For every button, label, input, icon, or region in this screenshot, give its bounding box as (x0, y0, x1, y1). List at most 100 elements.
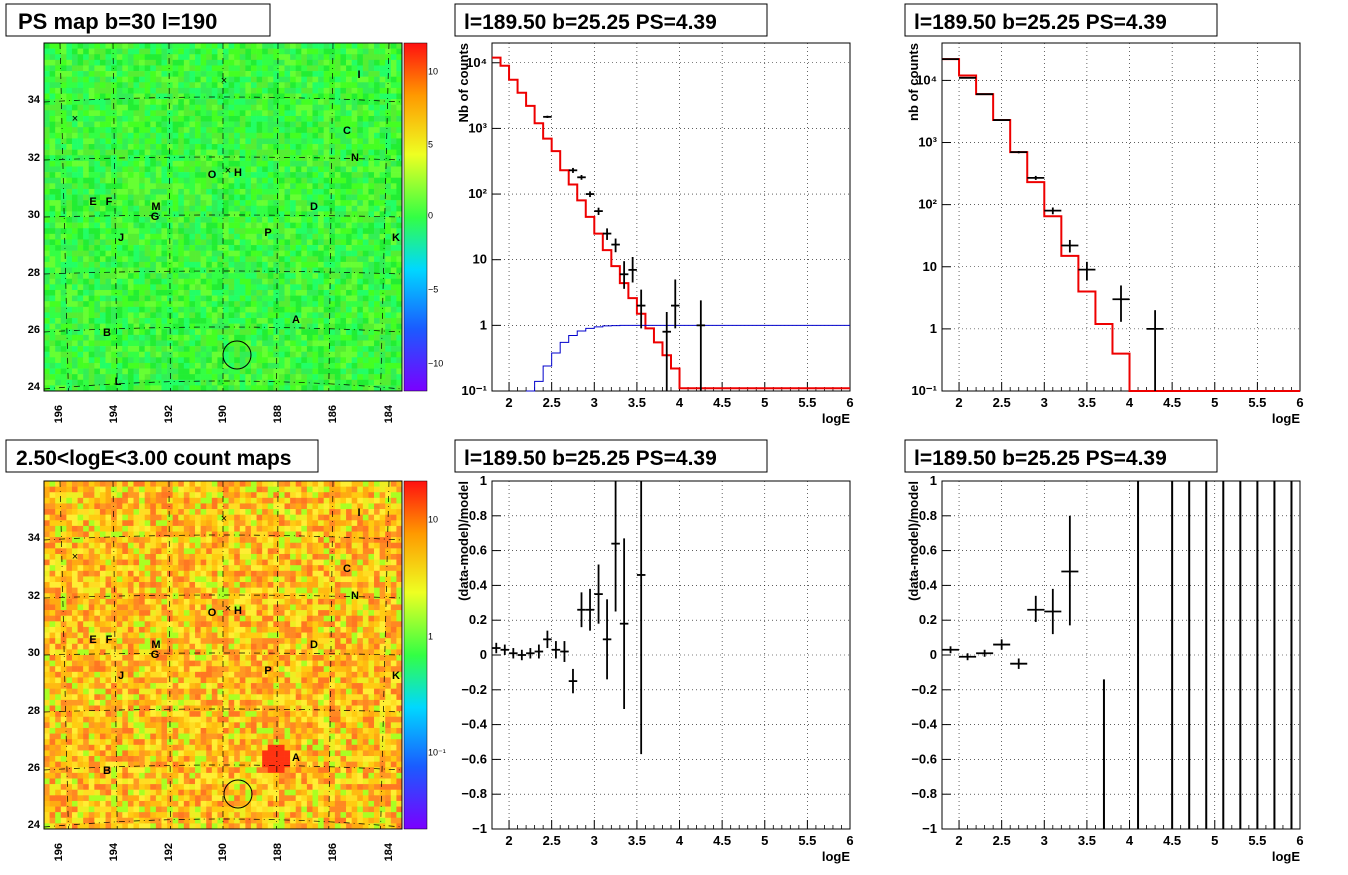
y-axis-label: (data-model)/model (456, 481, 471, 601)
y-tick-label: 10⁻¹ (461, 383, 487, 398)
source-label-F: F (106, 634, 113, 646)
ps-map-colorbar-ticks: 10 5 0 −5 −10 (428, 66, 443, 368)
model-step-line (492, 56, 850, 390)
x-tick-label: 3 (591, 395, 598, 410)
y-tick-label: 1 (930, 473, 937, 488)
graticule-parallel (43, 96, 403, 103)
x-tick-label: 6 (846, 395, 853, 410)
source-label-G: G (151, 211, 160, 223)
x-tick-label: 2 (955, 395, 962, 410)
count-map-source-labels: I C N O H E F MG D J P K B A × × × (72, 507, 400, 777)
source-cross-marker: × (221, 75, 227, 87)
x-axis-label: logE (1272, 849, 1300, 864)
graticule-parallel (43, 534, 403, 541)
y-tick-label: 10⁴ (466, 55, 487, 70)
map-x-tick-label: 188 (272, 405, 284, 423)
map-x-tick-label: 184 (383, 842, 395, 861)
graticule-meridian (59, 480, 69, 830)
x-tick-label: 4 (676, 395, 684, 410)
y-axis-label: Nb of counts (456, 43, 471, 122)
x-tick-label: 6 (1296, 395, 1303, 410)
source-cross-marker: × (225, 165, 231, 177)
graticule-meridian (168, 480, 171, 830)
ps-map-heatmap (44, 43, 403, 392)
y-tick-label: −0.2 (911, 682, 937, 697)
x-tick-label: 2 (505, 833, 512, 848)
x-tick-label: 2 (505, 395, 512, 410)
x-tick-label: 5.5 (1248, 395, 1266, 410)
count-map-source-circle (223, 779, 253, 809)
y-tick-label: 1 (480, 473, 487, 488)
graticule-meridian (328, 42, 334, 392)
chart-residual-coarse: 2 2.5 3 3.5 4 4.5 5 5.5 6 −1 −0.8 −0.6 −0.4 −0.2 0 0.2 0… (904, 439, 1304, 864)
y-tick-label: 10⁻¹ (911, 383, 937, 398)
graticule-meridian (328, 480, 334, 830)
x-tick-label: 3.5 (1078, 395, 1096, 410)
map-y-tick-label: 34 (28, 532, 41, 544)
y-tick-label: −0.8 (461, 786, 487, 801)
count-map-title: 2.50<logE<3.00 count maps (16, 447, 291, 470)
graticule-parallel (43, 326, 403, 333)
count-map-title-box: 2.50<logE<3.00 count maps (5, 439, 319, 473)
source-label-G: G (151, 649, 160, 661)
x-tick-label: 5 (761, 833, 768, 848)
source-label-N: N (351, 152, 359, 164)
model-step-line (942, 58, 1300, 392)
graticule-meridian (276, 42, 279, 392)
model-step-line (526, 324, 850, 392)
chart-title-box (454, 439, 768, 473)
y-tick-label: −0.4 (461, 717, 487, 732)
graticule-parallel (43, 156, 403, 161)
chart-spectrum-fine: 2 2.5 3 3.5 4 4.5 5 5.5 6 10⁻¹ 1 10 10² 10³ 10⁴ logE Nb … (454, 3, 854, 426)
y-tick-label: 0.2 (919, 612, 937, 627)
chart-residual-fine: 2 2.5 3 3.5 4 4.5 5 5.5 6 −1 −0.8 −0.6 −0.4 −0.2 0 0.2 0… (454, 439, 854, 864)
y-tick-label: −0.6 (461, 751, 487, 766)
source-label-C: C (343, 563, 351, 575)
ps-map-source-labels: I C N O H E F MG D J P K B A L × × × (72, 69, 400, 388)
y-tick-label: −0.6 (911, 751, 937, 766)
map-x-tick-label: 196 (53, 843, 65, 861)
map-y-tick-label: 32 (28, 590, 40, 602)
source-label-M: M (151, 201, 160, 213)
y-tick-label: 0.4 (919, 577, 938, 592)
source-label-O: O (208, 169, 217, 181)
chart-title-box (904, 3, 1218, 37)
count-map-heatmap (44, 481, 403, 830)
x-tick-label: 4 (676, 833, 684, 848)
y-tick-label: 10³ (468, 120, 487, 135)
y-tick-label: −1 (472, 821, 487, 836)
source-label-N: N (351, 590, 359, 602)
x-tick-label: 4.5 (713, 395, 731, 410)
count-map-graticule (43, 480, 403, 830)
source-label-J: J (118, 232, 124, 244)
y-tick-label: −1 (922, 821, 937, 836)
map-x-tick-label: 190 (217, 843, 229, 861)
y-tick-label: 0 (930, 647, 937, 662)
colorbar-tick-label: 10 (428, 514, 438, 524)
x-tick-label: 5.5 (798, 833, 816, 848)
x-tick-label: 5 (1211, 395, 1218, 410)
y-tick-label: −0.4 (911, 717, 937, 732)
source-label-P: P (264, 665, 271, 677)
map-x-tick-label: 190 (217, 405, 229, 423)
y-tick-label: 10⁴ (916, 72, 937, 87)
x-tick-label: 2.5 (543, 395, 561, 410)
colorbar-tick-label: −5 (428, 284, 438, 294)
x-tick-label: 4.5 (1163, 395, 1181, 410)
x-axis-label: logE (822, 411, 850, 426)
x-tick-label: 3.5 (1078, 833, 1096, 848)
ps-map-title-box: PS map b=30 l=190 (5, 3, 271, 37)
source-label-J: J (118, 670, 124, 682)
source-cross-marker: × (225, 603, 231, 615)
source-label-C: C (343, 125, 351, 137)
source-cross-marker: × (221, 513, 227, 525)
source-label-K: K (392, 232, 400, 244)
map-y-tick-label: 28 (28, 705, 40, 717)
y-tick-label: 0.2 (469, 612, 487, 627)
source-label-B: B (103, 765, 111, 777)
y-tick-label: 0.6 (469, 543, 487, 558)
source-cross-marker: × (72, 113, 78, 125)
y-tick-label: −0.8 (911, 786, 937, 801)
count-map-x-ticks: 196 194 192 190 188 186 184 (53, 842, 395, 861)
